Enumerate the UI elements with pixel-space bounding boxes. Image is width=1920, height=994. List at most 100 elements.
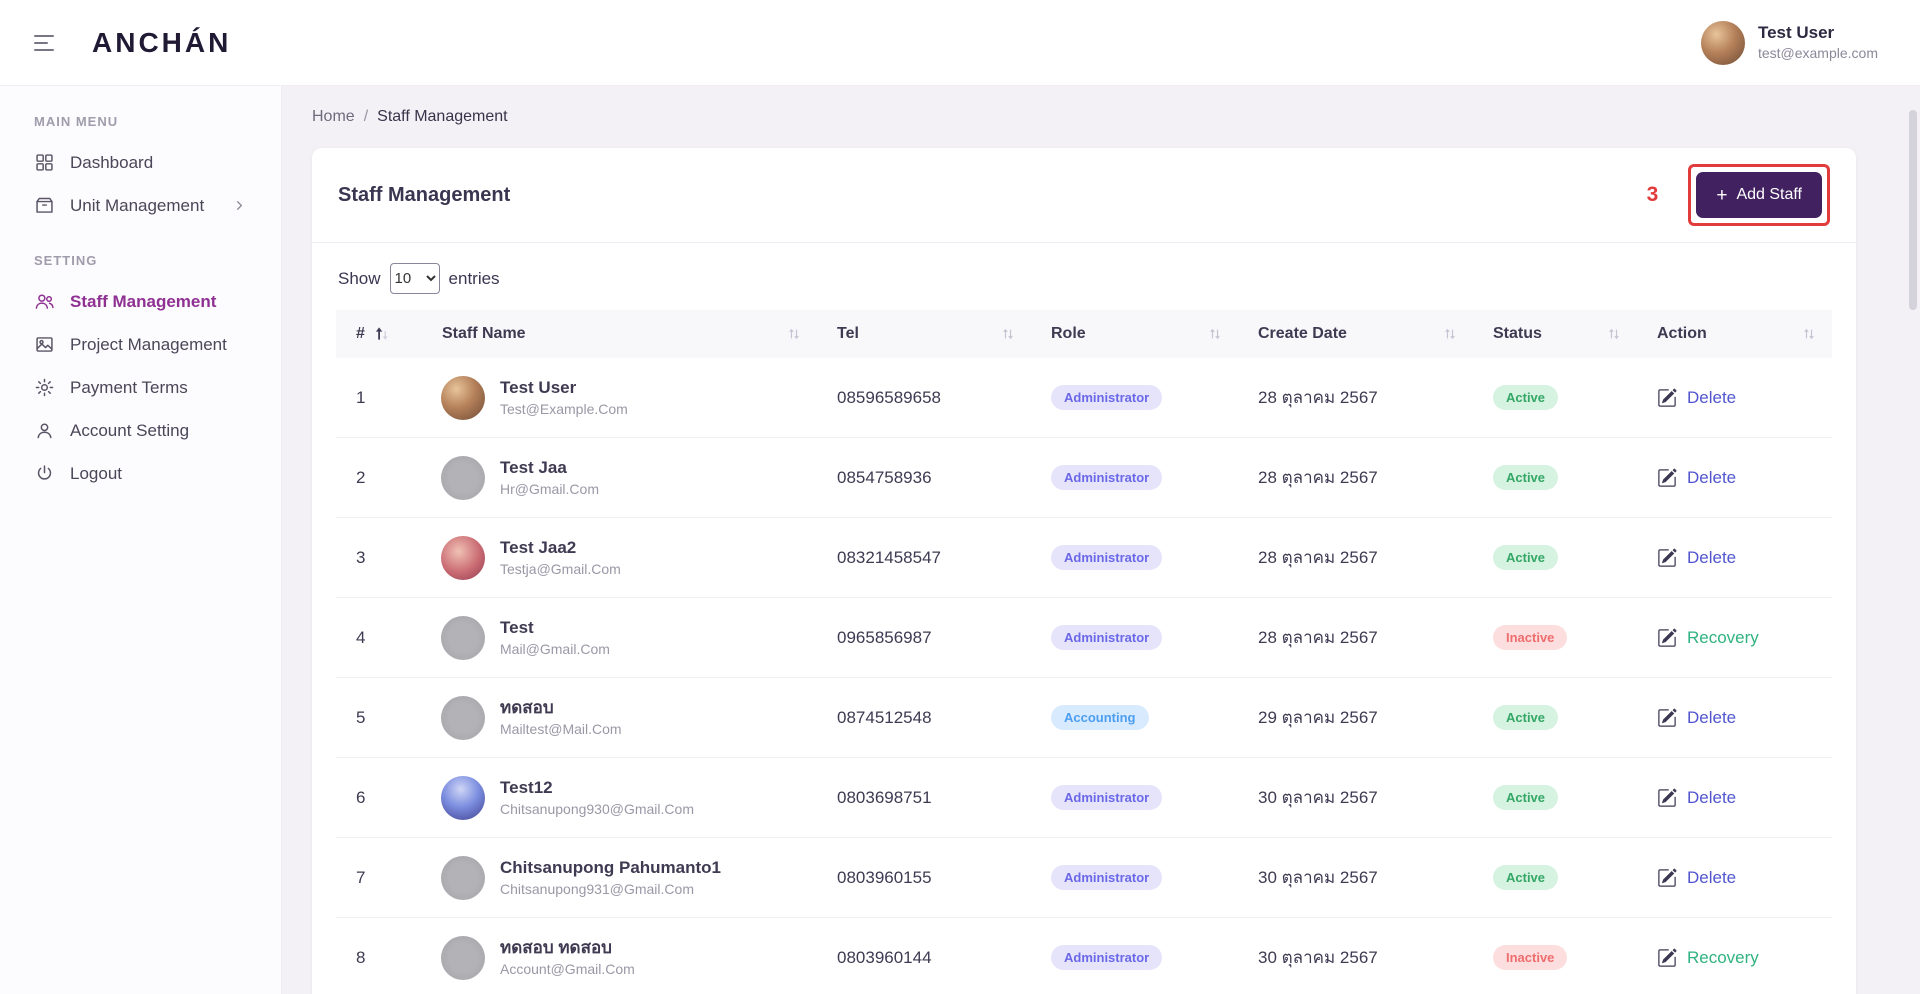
role-badge: Administrator: [1051, 465, 1163, 490]
row-number: 6: [356, 787, 366, 807]
sidebar-item-label: Account Setting: [70, 420, 190, 440]
col-role: Role: [1051, 325, 1086, 342]
action-link[interactable]: Delete: [1687, 467, 1737, 487]
action-link[interactable]: Delete: [1687, 787, 1737, 807]
role-badge: Administrator: [1051, 625, 1163, 650]
col-tel: Tel: [837, 325, 859, 342]
edit-icon[interactable]: [1657, 388, 1677, 408]
staff-name: Test User: [500, 377, 577, 397]
action-link[interactable]: Delete: [1687, 547, 1737, 567]
sort-icon[interactable]: [1802, 327, 1816, 341]
staff-name-cell: Test Jaa Hr@Gmail.Com: [422, 455, 817, 500]
role-cell: Administrator: [1031, 465, 1238, 490]
sidebar-item-account-setting[interactable]: Account Setting: [0, 409, 281, 452]
user-name: Test User: [1757, 23, 1835, 43]
action-link[interactable]: Delete: [1687, 867, 1737, 887]
action-link[interactable]: Recovery: [1687, 947, 1759, 967]
action-link[interactable]: Delete: [1687, 387, 1737, 407]
create-date-cell: 29 ตุลาคม 2567: [1258, 708, 1378, 727]
row-number: 1: [356, 387, 366, 407]
edit-icon[interactable]: [1657, 868, 1677, 888]
page-size-select[interactable]: 10: [389, 263, 440, 294]
sidebar-item-logout[interactable]: Logout: [0, 452, 281, 495]
sidebar-item-label: Project Management: [70, 334, 227, 354]
create-date-cell: 30 ตุลาคม 2567: [1258, 868, 1378, 887]
sort-icon[interactable]: [787, 327, 801, 341]
action-cell: Delete: [1637, 868, 1832, 888]
action-link[interactable]: Recovery: [1687, 627, 1759, 647]
staff-table: # Staff Name Tel: [312, 310, 1856, 994]
breadcrumb-home-link[interactable]: Home: [312, 108, 355, 125]
sidebar-item-staff-management[interactable]: Staff Management: [0, 280, 281, 323]
status-cell: Inactive: [1473, 625, 1637, 650]
status-cell: Active: [1473, 785, 1637, 810]
sort-icon[interactable]: [1001, 327, 1015, 341]
staff-name: ทดสอบ: [500, 697, 554, 717]
scrollbar-thumb[interactable]: [1909, 110, 1917, 310]
edit-icon[interactable]: [1657, 708, 1677, 728]
annotation-highlight-box: + Add Staff: [1688, 164, 1830, 226]
breadcrumb-separator: /: [363, 108, 369, 125]
edit-icon[interactable]: [1657, 628, 1677, 648]
action-link[interactable]: Delete: [1687, 707, 1737, 727]
staff-name-cell: Chitsanupong Pahumanto1 Chitsanupong931@…: [422, 855, 817, 900]
staff-name-cell: Test12 Chitsanupong930@Gmail.Com: [422, 775, 817, 820]
edit-icon[interactable]: [1657, 468, 1677, 488]
staff-name: Test Jaa: [500, 457, 567, 477]
staff-name: Test: [500, 617, 534, 637]
sidebar-item-unit-management[interactable]: Unit Management: [0, 184, 281, 227]
role-badge: Administrator: [1051, 865, 1163, 890]
status-cell: Active: [1473, 705, 1637, 730]
role-cell: Accounting: [1031, 705, 1238, 730]
status-badge: Inactive: [1493, 945, 1568, 970]
staff-email: Mail@Gmail.Com: [500, 640, 610, 657]
sidebar-item-payment-terms[interactable]: Payment Terms: [0, 366, 281, 409]
sort-icon[interactable]: [1443, 327, 1457, 341]
tel-cell: 0854758936: [837, 467, 932, 487]
chevron-right-icon: [232, 198, 247, 213]
user-menu[interactable]: Test User test@example.com: [1700, 20, 1878, 65]
sidebar-item-label: Staff Management: [70, 291, 217, 311]
status-badge: Inactive: [1493, 625, 1568, 650]
status-cell: Active: [1473, 545, 1637, 570]
gear-icon: [34, 377, 55, 398]
add-staff-button[interactable]: + Add Staff: [1696, 172, 1822, 218]
annotation-number: 3: [1646, 183, 1659, 206]
tel-cell: 08321458547: [837, 547, 942, 567]
tel-cell: 0803698751: [837, 787, 932, 807]
row-number: 2: [356, 467, 366, 487]
edit-icon[interactable]: [1657, 548, 1677, 568]
staff-people-icon: [34, 291, 55, 312]
role-cell: Administrator: [1031, 865, 1238, 890]
sort-icon[interactable]: [1607, 327, 1621, 341]
sort-icon[interactable]: [1208, 327, 1222, 341]
edit-icon[interactable]: [1657, 948, 1677, 968]
staff-name-cell: Test Mail@Gmail.Com: [422, 615, 817, 660]
power-icon: [34, 463, 55, 484]
staff-name-cell: Test User Test@Example.Com: [422, 375, 817, 420]
status-badge: Active: [1493, 545, 1559, 570]
menu-toggle-icon[interactable]: [34, 30, 58, 56]
action-cell: Delete: [1637, 788, 1832, 808]
staff-name: Chitsanupong Pahumanto1: [500, 857, 721, 877]
status-cell: Inactive: [1473, 945, 1637, 970]
sidebar-item-project-management[interactable]: Project Management: [0, 323, 281, 366]
staff-email: Account@Gmail.Com: [500, 960, 635, 977]
project-image-icon: [34, 334, 55, 355]
role-cell: Administrator: [1031, 545, 1238, 570]
status-badge: Active: [1493, 785, 1559, 810]
sidebar-item-dashboard[interactable]: Dashboard: [0, 141, 281, 184]
role-badge: Administrator: [1051, 385, 1163, 410]
create-date-cell: 28 ตุลาคม 2567: [1258, 548, 1378, 567]
sort-ascending-icon[interactable]: [374, 326, 390, 342]
row-number: 7: [356, 867, 366, 887]
col-status: Status: [1493, 325, 1542, 342]
col-staff-name: Staff Name: [442, 325, 526, 342]
edit-icon[interactable]: [1657, 788, 1677, 808]
table-row: 8 ทดสอบ ทดสอบ Account@Gmail.Com 08039601…: [336, 918, 1832, 994]
table-header: # Staff Name Tel: [336, 310, 1832, 358]
tel-cell: 08596589658: [837, 387, 942, 407]
staff-avatar: [441, 935, 485, 980]
action-cell: Delete: [1637, 388, 1832, 408]
main-content: Home / Staff Management Staff Management…: [282, 86, 1920, 994]
